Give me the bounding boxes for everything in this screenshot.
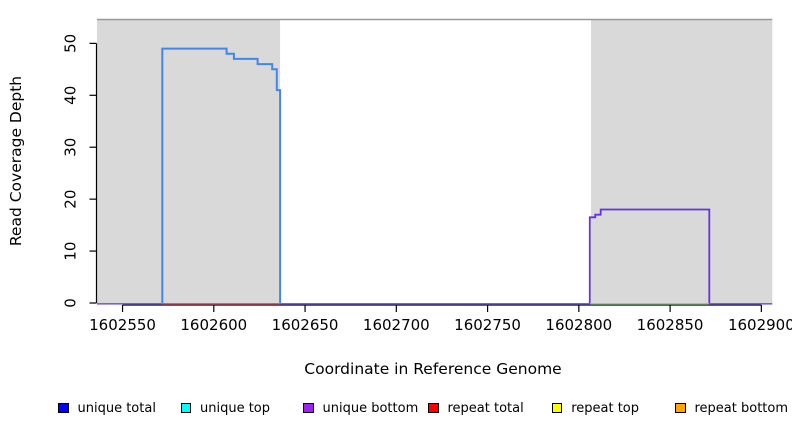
y-tick-label: 20 xyxy=(62,190,80,209)
x-tick-label: 1602600 xyxy=(180,316,247,334)
legend-item-repeat-total: repeat total xyxy=(428,398,524,418)
legend-label: unique top xyxy=(200,400,271,416)
legend-item-repeat-top: repeat top xyxy=(551,398,639,418)
coverage-curve-unique-bottom xyxy=(588,208,711,304)
x-axis-title: Coordinate in Reference Genome xyxy=(304,360,562,378)
x-tick-label: 1602850 xyxy=(637,316,704,334)
repeat-region-shading xyxy=(97,20,281,303)
coverage-curve-unique-total xyxy=(161,47,282,304)
repeat-bottom-swatch-icon xyxy=(675,402,686,414)
legend-label: unique total xyxy=(77,400,156,416)
y-tick-label: 10 xyxy=(62,242,80,261)
legend-item-repeat-bottom: repeat bottom xyxy=(675,398,788,418)
x-tick-label: 1602700 xyxy=(363,316,430,334)
y-axis-title: Read Coverage Depth xyxy=(7,75,25,247)
unique-top-swatch-icon xyxy=(180,402,191,414)
x-tick-label: 1602900 xyxy=(728,316,792,334)
unique-bottom-swatch-icon xyxy=(303,402,314,414)
legend-item-unique-bottom: unique bottom xyxy=(303,398,418,418)
repeat-region-shading xyxy=(591,20,773,303)
legend: unique total unique top unique bottom re… xyxy=(0,398,792,420)
unique-total-swatch-icon xyxy=(58,402,69,414)
y-tick-label: 30 xyxy=(62,138,80,157)
y-tick-label: 50 xyxy=(62,34,80,53)
x-tick-label: 1602650 xyxy=(272,316,339,334)
x-tick-label: 1602800 xyxy=(545,316,612,334)
repeat-total-swatch-icon xyxy=(428,402,439,414)
x-tick-label: 1602750 xyxy=(454,316,521,334)
legend-item-unique-top: unique top xyxy=(180,398,271,418)
x-tick-label: 1602550 xyxy=(89,316,156,334)
y-tick-label: 0 xyxy=(62,298,80,308)
y-tick-label: 40 xyxy=(62,86,80,105)
legend-label: repeat bottom xyxy=(694,400,789,416)
legend-label: unique bottom xyxy=(322,400,419,416)
legend-label: repeat top xyxy=(571,400,639,416)
legend-item-unique-total: unique total xyxy=(58,398,156,418)
legend-label: repeat total xyxy=(447,400,524,416)
repeat-top-swatch-icon xyxy=(551,402,563,414)
